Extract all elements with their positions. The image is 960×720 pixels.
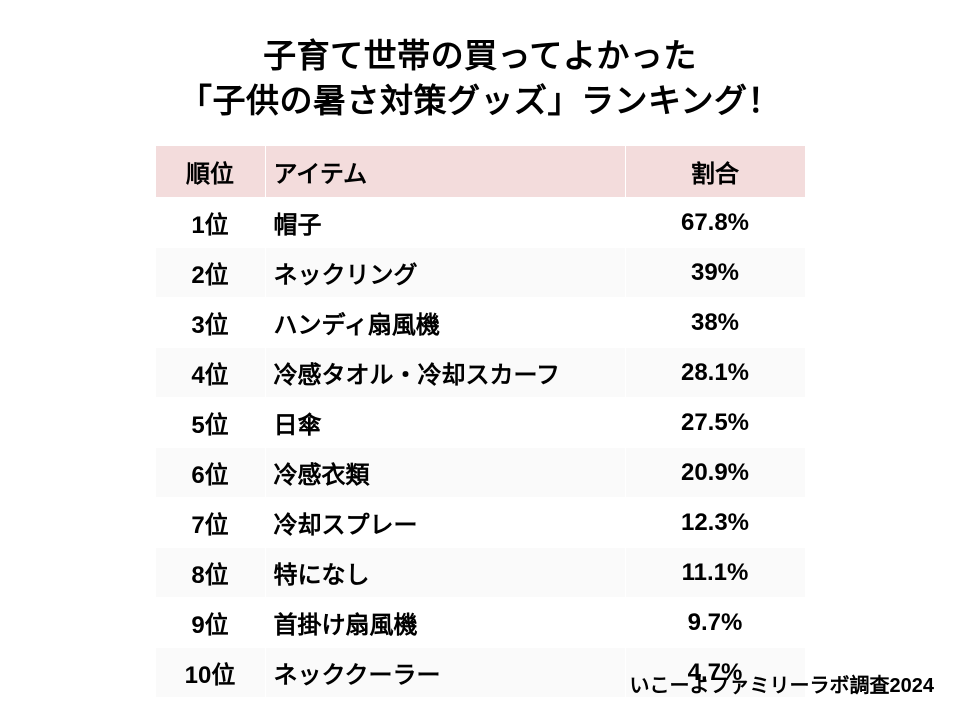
cell-rank: 6位 [155,448,265,498]
table-body: 1位帽子67.8%2位ネックリング39%3位ハンディ扇風機38%4位冷感タオル・… [155,198,805,698]
cell-rank: 4位 [155,348,265,398]
cell-rank: 5位 [155,398,265,448]
cell-pct: 27.5% [625,398,805,448]
cell-pct: 9.7% [625,598,805,648]
table-row: 5位日傘27.5% [155,398,805,448]
cell-item: ネッククーラー [265,648,625,698]
cell-item: 冷感衣類 [265,448,625,498]
col-header-pct: 割合 [625,146,805,198]
cell-item: 日傘 [265,398,625,448]
cell-item: ネックリング [265,248,625,298]
table-row: 7位冷却スプレー12.3% [155,498,805,548]
page-title: 子育て世帯の買ってよかった 「子供の暑さ対策グッズ」ランキング！ [0,0,960,123]
cell-rank: 8位 [155,548,265,598]
col-header-rank: 順位 [155,146,265,198]
col-header-item: アイテム [265,146,625,198]
table-header-row: 順位 アイテム 割合 [155,146,805,198]
cell-item: 帽子 [265,198,625,248]
cell-item: 特になし [265,548,625,598]
table-row: 6位冷感衣類20.9% [155,448,805,498]
cell-pct: 67.8% [625,198,805,248]
cell-rank: 1位 [155,198,265,248]
title-line-2: 「子供の暑さ対策グッズ」ランキング！ [179,82,781,119]
table-row: 8位特になし11.1% [155,548,805,598]
cell-pct: 28.1% [625,348,805,398]
cell-rank: 10位 [155,648,265,698]
title-line-1: 子育て世帯の買ってよかった [263,37,697,74]
table-row: 2位ネックリング39% [155,248,805,298]
table-row: 9位首掛け扇風機9.7% [155,598,805,648]
table-row: 3位ハンディ扇風機38% [155,298,805,348]
cell-rank: 9位 [155,598,265,648]
table-row: 4位冷感タオル・冷却スカーフ28.1% [155,348,805,398]
cell-rank: 2位 [155,248,265,298]
cell-rank: 7位 [155,498,265,548]
cell-item: 冷却スプレー [265,498,625,548]
cell-pct: 20.9% [625,448,805,498]
table-row: 1位帽子67.8% [155,198,805,248]
cell-pct: 12.3% [625,498,805,548]
cell-rank: 3位 [155,298,265,348]
cell-item: 冷感タオル・冷却スカーフ [265,348,625,398]
ranking-table: 順位 アイテム 割合 1位帽子67.8%2位ネックリング39%3位ハンディ扇風機… [155,145,806,698]
cell-pct: 39% [625,248,805,298]
cell-item: 首掛け扇風機 [265,598,625,648]
cell-item: ハンディ扇風機 [265,298,625,348]
cell-pct: 38% [625,298,805,348]
cell-pct: 11.1% [625,548,805,598]
ranking-table-container: 順位 アイテム 割合 1位帽子67.8%2位ネックリング39%3位ハンディ扇風機… [0,145,960,698]
source-credit: いこーよファミリーラボ調査2024 [630,669,935,698]
